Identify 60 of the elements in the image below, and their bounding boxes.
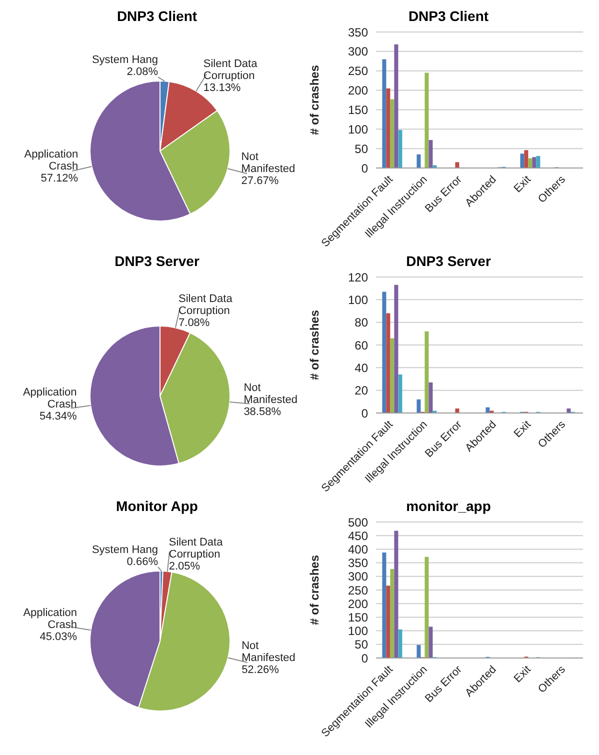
- slice-label: Application Crash: [23, 606, 78, 631]
- y-tick-label: 400: [348, 542, 368, 556]
- data-label: 54.34%: [39, 410, 77, 422]
- x-tick-label: Exit: [512, 664, 534, 686]
- y-tick-label: 150: [348, 102, 368, 117]
- y-axis-title: # of crashes: [307, 554, 322, 626]
- slice-label: Application Crash: [24, 148, 78, 173]
- chart-title: DNP3 Client: [407, 8, 490, 26]
- data-label: 45.03%: [40, 630, 78, 643]
- y-tick-label: 50: [354, 638, 368, 652]
- y-tick-label: 200: [348, 84, 368, 98]
- y-tick-label: 250: [348, 583, 368, 598]
- y-tick-label: 250: [348, 64, 368, 78]
- data-label: 7.08%: [178, 317, 210, 330]
- y-tick-label: 100: [348, 122, 368, 136]
- slice-label: Application Crash: [22, 386, 77, 410]
- data-label: 57.12%: [40, 172, 78, 185]
- y-tick-label: 0: [361, 651, 368, 666]
- y-tick-label: 80: [354, 316, 368, 330]
- y-tick-label: 40: [354, 360, 368, 375]
- y-tick-label: 100: [348, 292, 368, 307]
- y-tick-label: 200: [348, 596, 368, 611]
- x-tick-label: Exit: [512, 418, 534, 440]
- slice-label: Not Manifested: [241, 151, 296, 176]
- chart-title: DNP3 Client: [116, 8, 198, 26]
- chart-title: DNP3 Server: [114, 253, 200, 271]
- y-tick-label: 0: [361, 406, 368, 420]
- y-tick-label: 20: [354, 384, 368, 398]
- y-tick-label: 50: [354, 142, 368, 156]
- data-label: 2.08%: [126, 66, 158, 78]
- y-tick-label: 300: [348, 44, 368, 59]
- chart-title: Monitor App: [115, 498, 199, 516]
- y-axis-title: # of crashes: [307, 64, 322, 136]
- slice-label: System Hang: [92, 54, 158, 66]
- data-label: 0.66%: [126, 556, 158, 568]
- slice-label: Not Manifested: [242, 640, 296, 664]
- slice-label: Silent Data Corruption: [203, 58, 258, 82]
- data-label: 38.58%: [244, 406, 282, 418]
- data-label: 52.26%: [242, 664, 280, 676]
- chart-title: DNP3 Server: [405, 253, 492, 271]
- y-tick-label: 450: [348, 528, 368, 543]
- chart-title: monitor_app: [405, 498, 492, 516]
- data-label: 2.05%: [168, 560, 200, 572]
- slice-label: Silent Data Corruption: [168, 536, 224, 560]
- slice-label: Not Manifested: [244, 382, 298, 406]
- data-label: 27.67%: [241, 175, 279, 188]
- y-tick-label: 350: [348, 556, 368, 570]
- y-tick-label: 300: [348, 570, 368, 584]
- slice-label: Silent Data Corruption: [178, 293, 234, 318]
- y-tick-label: 500: [348, 515, 368, 530]
- slice-label: System Hang: [92, 544, 158, 556]
- y-tick-label: 100: [348, 624, 368, 638]
- y-axis-title: # of crashes: [307, 310, 322, 380]
- y-tick-label: 60: [354, 338, 368, 352]
- y-tick-label: 120: [348, 270, 368, 284]
- data-label: 13.13%: [203, 82, 241, 94]
- y-tick-label: 0: [361, 161, 368, 176]
- y-tick-label: 350: [348, 25, 368, 40]
- y-tick-label: 150: [348, 610, 368, 624]
- x-tick-label: Exit: [512, 174, 534, 196]
